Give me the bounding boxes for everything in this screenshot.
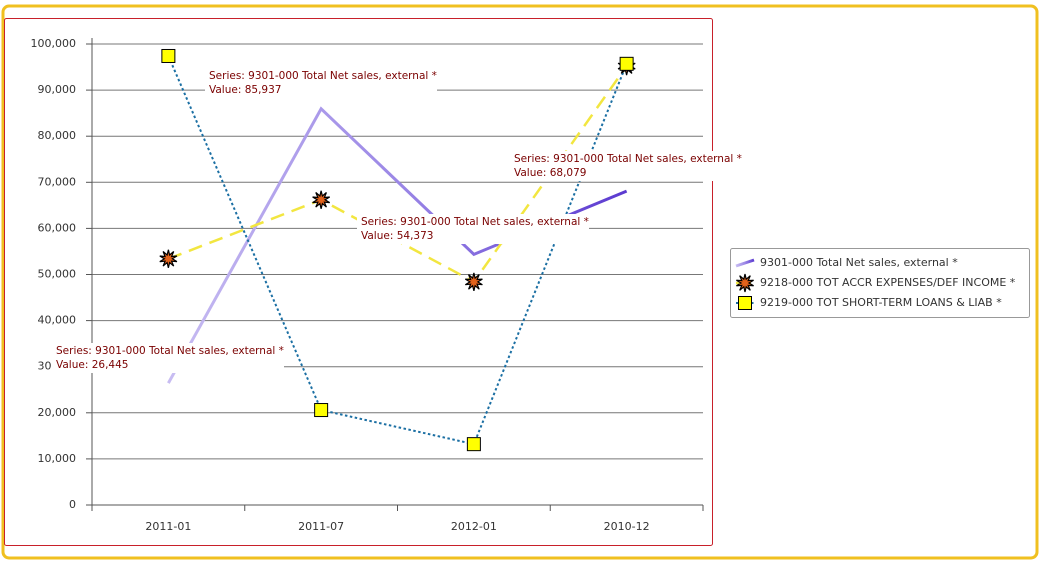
y-tick-label: 50,000 [38, 268, 77, 281]
y-tick-label: 90,000 [38, 83, 77, 96]
y-tick-label: 100,000 [31, 37, 77, 50]
legend-line [735, 258, 755, 268]
annotation-box [205, 68, 437, 98]
y-tick-label: 60,000 [38, 221, 77, 234]
marker [314, 403, 329, 418]
y-tick-label: 80,000 [38, 129, 77, 142]
y-tick-label: 20,000 [38, 406, 77, 419]
legend-label: 9219-000 TOT SHORT-TERM LOANS & LIAB * [760, 296, 1002, 309]
marker [466, 437, 481, 452]
y-tick-label: 70,000 [38, 175, 77, 188]
marker [161, 48, 176, 63]
legend: 9301-000 Total Net sales, external * 9218… [730, 248, 1030, 318]
series-line [167, 55, 628, 446]
annotation-box [510, 151, 742, 181]
annotation-series: Series: 9301-000 Total Net sales, extern… [361, 216, 589, 228]
legend-label: 9218-000 TOT ACCR EXPENSES/DEF INCOME * [760, 276, 1016, 289]
x-tick-label: 2012-01 [451, 520, 497, 533]
x-tick-label: 2010-12 [604, 520, 650, 533]
marker [736, 273, 754, 293]
annotation-series: Series: 9301-000 Total Net sales, extern… [209, 70, 437, 82]
annotation-box [357, 214, 589, 244]
annotation-value: Value: 68,079 [514, 167, 586, 179]
y-tick-label: 10,000 [38, 452, 77, 465]
annotation-series: Series: 9301-000 Total Net sales, extern… [514, 153, 742, 165]
y-tick-label: 0 [69, 498, 76, 511]
legend-box [730, 248, 1030, 318]
annotation-box [52, 343, 284, 373]
marker [619, 56, 634, 71]
marker [738, 296, 752, 310]
plot-frame [4, 18, 713, 546]
annotation-value: Value: 54,373 [361, 230, 433, 242]
marker [464, 272, 483, 292]
annotation-value: Value: 85,937 [209, 84, 281, 96]
annotation-value: Value: 26,445 [56, 359, 128, 371]
annotation-series: Series: 9301-000 Total Net sales, extern… [56, 345, 284, 357]
y-tick-label: 40,000 [38, 314, 77, 327]
x-tick-label: 2011-07 [298, 520, 344, 533]
marker [159, 249, 178, 268]
x-tick-label: 2011-01 [145, 520, 191, 533]
marker [312, 190, 331, 209]
legend-label: 9301-000 Total Net sales, external * [760, 256, 958, 269]
